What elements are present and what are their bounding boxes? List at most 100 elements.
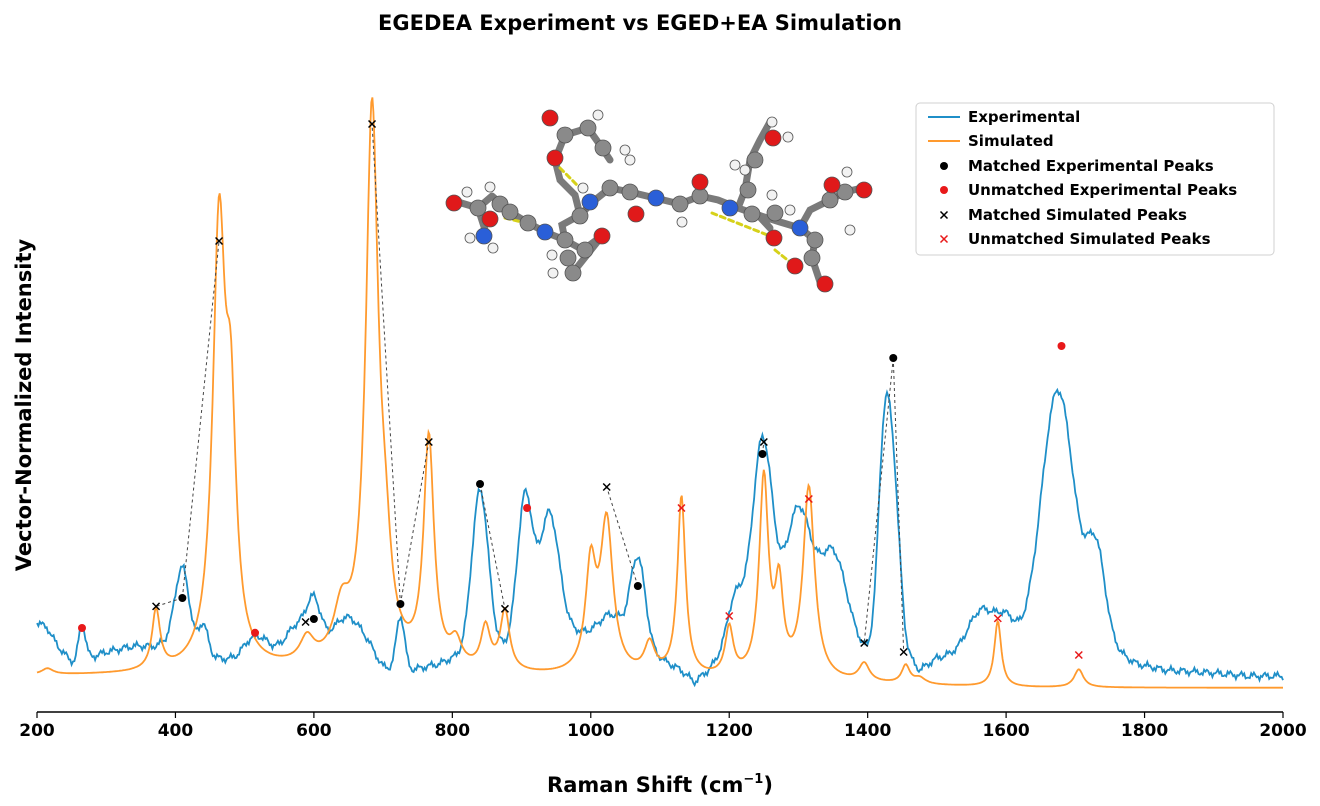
atom-h [592,109,604,121]
atom-h [464,232,476,244]
match-line [371,123,401,605]
atom-o [481,210,499,228]
atom-c [564,264,582,282]
molecule-inset [445,109,873,293]
atom-c [821,191,839,209]
unmatched-simulated-peak [1074,650,1083,660]
molecule-atoms [445,109,873,293]
matched-simulated-peak [860,638,869,648]
matched-experimental-peak [178,594,187,602]
atom-c [746,151,764,169]
atom-o [593,227,611,245]
atom-c [671,195,689,213]
matched-simulated-peak [759,437,768,447]
atom-h [547,267,559,279]
atom-o [764,129,782,147]
simulated-series-line [36,97,1283,689]
atom-h [729,159,741,171]
x-tick-label: 600 [296,721,332,741]
match-line [892,357,905,653]
legend-unmatched-sim-label: Unmatched Simulated Peaks [968,230,1211,248]
atom-o [816,275,834,293]
atom-c [601,179,619,197]
atom-c [556,231,574,249]
atom-c [836,183,854,201]
unmatched-simulated-peak [804,494,813,504]
match-connector-lines [155,123,905,653]
atom-c [571,207,589,225]
atom-c [806,231,824,249]
x-tick-label: 400 [158,721,194,741]
atom-h [766,116,778,128]
unmatched-simulated-peak [993,614,1002,623]
atom-h [461,186,473,198]
matched-simulated-peak [301,617,310,627]
experimental-series-line [36,387,1284,688]
x-tick-label: 1600 [982,721,1029,741]
atom-o [691,173,709,191]
atom-o [786,257,804,275]
x-tick-label: 1000 [567,721,614,741]
atom-c [469,199,487,217]
unmatched-simulated-peak [725,611,734,621]
molecule-hbonds [503,166,797,268]
atom-o [823,176,841,194]
matched-simulated-peak [424,437,433,447]
legend-box [915,102,1275,256]
atom-n [475,227,493,245]
x-ticks: 200 400 600 800 1000 1200 1400 1600 1800 2000 [19,712,1307,741]
unmatched-experimental-peak [1057,342,1066,350]
atom-o [546,149,564,167]
atom-h [619,144,631,156]
x-tick-label: 800 [435,721,471,741]
atom-h [484,181,496,193]
matched-simulated-peak [215,236,224,246]
x-tick-label: 1800 [1121,721,1168,741]
legend-unmatched-exp-marker [940,186,948,194]
atom-c [501,203,519,221]
atom-h [841,166,853,178]
atom-c [621,183,639,201]
x-tick-label: 1400 [844,721,891,741]
matched-simulated-peak [899,647,908,657]
unmatched-experimental-peak [523,504,532,512]
x-tick-label: 2000 [1259,721,1306,741]
atom-c [739,181,757,199]
atom-n [581,193,599,211]
legend-matched-sim-label: Matched Simulated Peaks [968,206,1187,224]
unmatched-experimental-peak [251,628,260,637]
atom-h [624,154,636,166]
legend-unmatched-exp-label: Unmatched Experimental Peaks [968,181,1237,199]
atom-c [519,214,537,232]
atom-o [627,205,645,223]
atom-h [546,249,558,261]
legend-unmatched-sim-marker [939,234,949,244]
atom-h [487,242,499,254]
atom-h [676,216,688,228]
atom-n [647,189,665,207]
unmatched-simulated-peak [677,503,686,513]
atom-c [559,249,577,267]
match-line [181,240,220,599]
atom-c [556,126,574,144]
match-line [155,597,183,607]
matched-experimental-peak [889,354,898,362]
atom-h [577,182,589,194]
legend: Experimental Simulated Matched Experimen… [915,102,1275,256]
x-tick-label: 200 [19,721,55,741]
matched-experimental-peak [758,450,767,458]
matched-simulated-peak [500,604,509,613]
atom-o [765,229,783,247]
matched-experimental-peak [633,582,642,590]
atom-n [721,199,739,217]
atom-c [803,249,821,267]
atom-h [739,164,751,176]
legend-matched-sim-marker [939,210,949,220]
atom-n [536,223,554,241]
plot-area: 200 400 600 800 1000 1200 1400 1600 1800 2000 [19,97,1307,741]
atom-c [576,241,594,259]
atom-o [855,181,873,199]
atom-n [791,219,809,237]
atom-o [445,194,463,212]
